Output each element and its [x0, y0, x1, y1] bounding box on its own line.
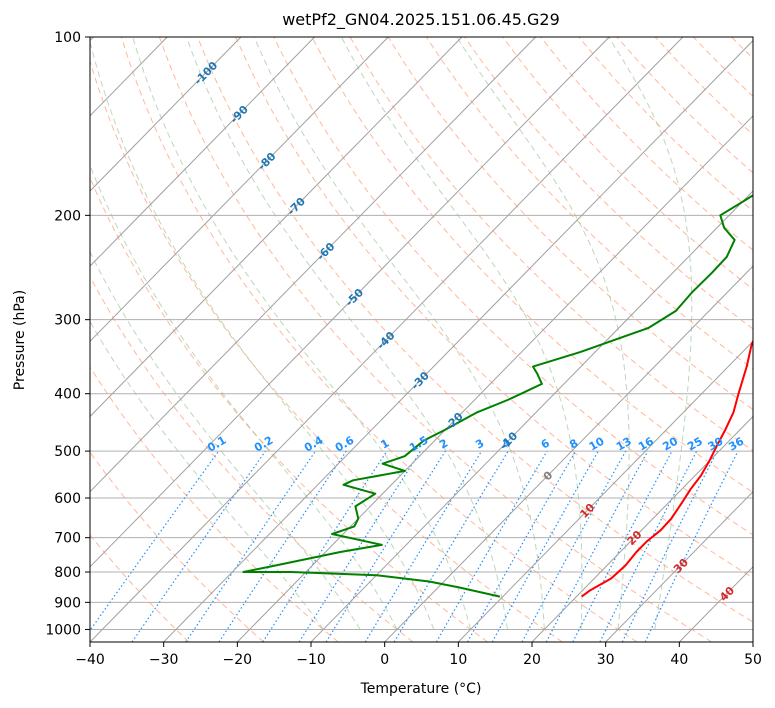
dry-adiabat-line	[90, 275, 414, 642]
dry-adiabat-line	[197, 37, 753, 623]
isotherm-line	[163, 39, 753, 642]
moist-adiabat-line	[340, 37, 583, 630]
y-axis-label: Pressure (hPa)	[12, 290, 28, 390]
moist-adiabat-line	[90, 320, 324, 630]
isotherm-line	[90, 37, 315, 267]
x-tick-label: 50	[744, 652, 762, 668]
pressure-gridlines	[90, 37, 753, 630]
dry-adiabat-line	[235, 37, 753, 579]
moist-adiabats	[90, 37, 693, 630]
isotherm-line	[310, 190, 753, 642]
mixing-ratio-line	[621, 450, 718, 642]
dry-adiabats	[90, 37, 775, 642]
dry-adiabat-line	[616, 37, 753, 174]
dry-adiabat-line	[120, 37, 638, 642]
mixing-ratio-label: 2	[437, 437, 450, 452]
isotherm-line	[678, 566, 753, 642]
mixing-ratio-line	[325, 450, 446, 642]
mixing-ratio-line	[521, 450, 627, 642]
moist-adiabat-line	[186, 37, 508, 630]
moist-adiabat-line	[608, 37, 693, 630]
mixing-ratio-line	[599, 450, 698, 642]
dry-adiabat-line	[692, 37, 753, 98]
mixing-ratio-line	[644, 450, 739, 642]
dry-adiabat-line	[770, 37, 775, 642]
y-tick-label: 500	[54, 444, 81, 460]
x-tick-label: −10	[296, 652, 326, 668]
mixing-ratio-line	[185, 450, 316, 642]
sounding-series	[242, 194, 753, 598]
isotherm-line	[236, 115, 753, 642]
moist-adiabat-line	[253, 37, 545, 630]
moist-adiabat-line	[90, 250, 361, 630]
isotherm-line	[90, 37, 389, 343]
axes: −40 −30 −20 −10 0 10 20 30 40 50 100 200 300 400 500 60…	[45, 30, 762, 668]
isotherm-line	[90, 37, 463, 418]
chart-title: wetPf2_GN04.2025.151.06.45.G29	[282, 10, 560, 30]
mixing-ratio-line	[298, 450, 422, 642]
isotherm-line	[531, 415, 753, 642]
dry-adiabat-line	[425, 37, 753, 370]
mixing-ratio-line	[131, 450, 266, 642]
isotherm-line	[384, 265, 753, 642]
mixing-ratio-label: 6	[539, 436, 552, 451]
dewpoint-profile-line	[242, 194, 753, 598]
isotherms	[90, 37, 753, 642]
x-tick-label: −20	[223, 652, 253, 668]
x-tick-label: −40	[75, 652, 105, 668]
mixing-ratio-line	[545, 450, 649, 642]
y-tick-label: 300	[54, 313, 81, 329]
mixing-ratio-line	[90, 450, 220, 632]
dry-adiabat-line	[90, 176, 488, 642]
dry-adiabat-line	[654, 37, 753, 136]
dry-adiabat-line	[502, 37, 753, 290]
dry-adiabat-line	[90, 534, 190, 642]
isotherm-line	[90, 37, 536, 493]
dry-adiabat-line	[90, 59, 563, 642]
dry-adiabat-line	[90, 451, 264, 642]
isotherm-line	[90, 37, 610, 568]
dry-adiabat-line	[311, 37, 753, 493]
moist-adiabat-line	[456, 37, 630, 630]
mixing-ratio-line	[393, 450, 509, 642]
y-tick-label: 200	[54, 208, 81, 224]
x-tick-label: 40	[670, 652, 688, 668]
mixing-ratio-line	[572, 450, 673, 642]
mixing-ratio-label: 3	[473, 437, 486, 452]
y-tick-label: 100	[54, 30, 81, 46]
y-tick-label: 900	[54, 595, 81, 611]
x-axis-label: Temperature (°C)	[360, 681, 482, 697]
dry-adiabat-line	[387, 37, 753, 411]
dry-adiabat-line	[273, 37, 753, 536]
isotherm-line	[752, 641, 753, 642]
dry-adiabat-line	[349, 37, 753, 452]
x-tick-label: 30	[597, 652, 615, 668]
x-tick-label: 10	[449, 652, 467, 668]
isotherm-line	[90, 37, 684, 642]
isotherm-line	[605, 490, 753, 642]
y-tick-label: 700	[54, 531, 81, 547]
x-tick-label: −30	[149, 652, 179, 668]
y-tick-label: 600	[54, 491, 81, 507]
x-tick-label: 20	[523, 652, 541, 668]
y-tick-label: 1000	[45, 622, 81, 638]
isotherm-line	[90, 37, 242, 192]
dry-adiabat-line	[90, 366, 339, 642]
y-tick-label: 800	[54, 565, 81, 581]
x-tick-label: 0	[380, 652, 389, 668]
dry-adiabat-line	[158, 37, 712, 642]
mixing-ratio-line	[435, 450, 548, 642]
mixing-ratio-line	[364, 450, 483, 642]
moist-adiabat-line	[90, 40, 435, 630]
mixing-ratio-lines	[90, 450, 739, 642]
mixing-ratio-line	[218, 450, 347, 642]
line-labels: 0.1 0.2 0.4 0.6 1 1.5 2 3 4 6 8 10 13 16 20 25 30 36-100-…	[192, 59, 747, 604]
temperature-profile-line	[581, 339, 753, 598]
y-tick-label: 400	[54, 387, 81, 403]
plot-frame	[89, 36, 754, 643]
isotherm-line	[457, 340, 753, 642]
